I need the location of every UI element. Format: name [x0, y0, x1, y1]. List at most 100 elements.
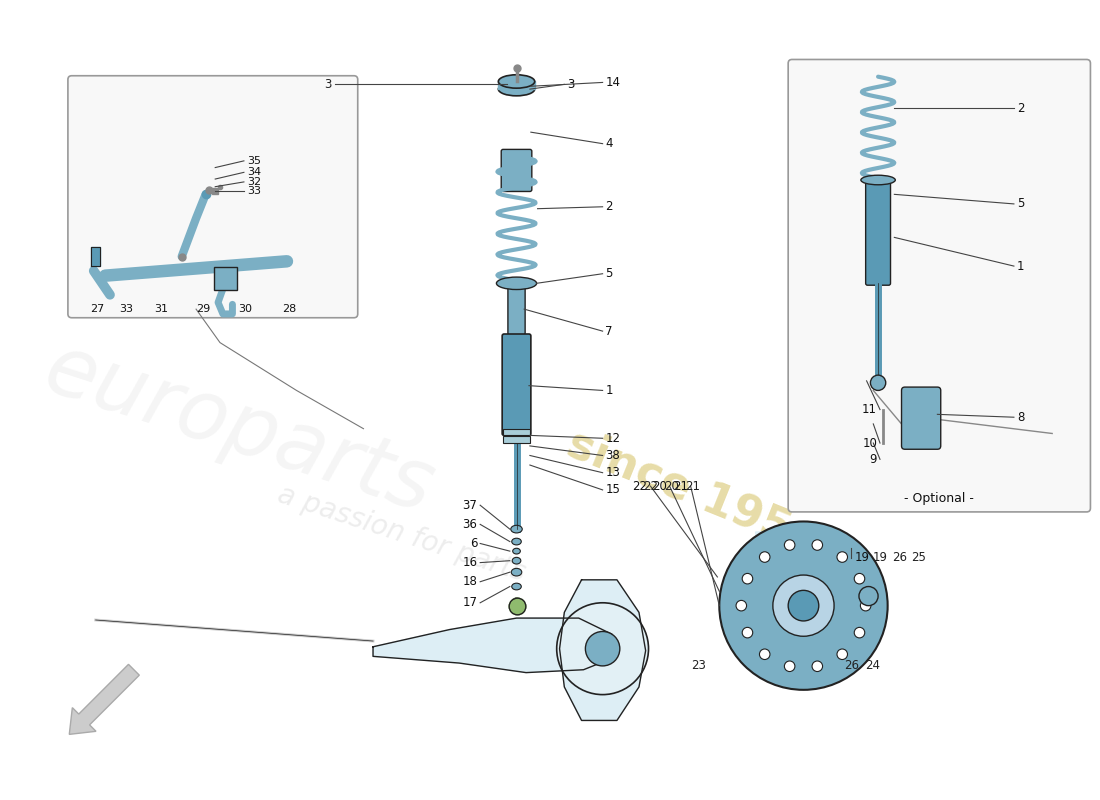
Text: 28: 28: [282, 304, 296, 314]
FancyBboxPatch shape: [503, 334, 531, 435]
Circle shape: [789, 590, 818, 621]
Text: 27: 27: [90, 304, 104, 314]
Text: 19: 19: [855, 551, 869, 564]
Circle shape: [784, 540, 795, 550]
Text: 7: 7: [605, 325, 613, 338]
Text: 2: 2: [605, 200, 613, 214]
Text: 25: 25: [912, 551, 926, 564]
Text: 22: 22: [632, 479, 648, 493]
Text: 12: 12: [605, 432, 620, 445]
FancyBboxPatch shape: [789, 59, 1090, 512]
Text: 8: 8: [1016, 410, 1024, 424]
FancyBboxPatch shape: [866, 178, 891, 286]
Text: - Optional -: - Optional -: [904, 492, 975, 505]
Circle shape: [812, 661, 823, 671]
Text: 19: 19: [872, 551, 888, 564]
FancyBboxPatch shape: [503, 436, 530, 443]
FancyArrow shape: [69, 664, 140, 734]
Text: 5: 5: [605, 267, 613, 280]
Ellipse shape: [513, 548, 520, 554]
Text: 20: 20: [664, 479, 679, 493]
Circle shape: [859, 586, 878, 606]
Text: 13: 13: [605, 466, 620, 479]
Text: since 195: since 195: [561, 422, 798, 550]
Text: 18: 18: [462, 575, 477, 588]
Text: 20: 20: [652, 479, 667, 493]
Text: 17: 17: [462, 596, 477, 610]
Text: 26: 26: [892, 551, 907, 564]
Ellipse shape: [496, 277, 537, 290]
Polygon shape: [91, 247, 100, 266]
FancyBboxPatch shape: [902, 387, 940, 450]
Text: 26: 26: [844, 659, 859, 673]
Ellipse shape: [513, 558, 520, 564]
Ellipse shape: [512, 538, 521, 545]
Text: 3: 3: [324, 78, 332, 91]
Text: 21: 21: [673, 479, 688, 493]
Text: 1: 1: [605, 384, 613, 397]
Circle shape: [736, 600, 747, 611]
Text: 6: 6: [470, 537, 477, 550]
Text: 38: 38: [605, 449, 620, 462]
Circle shape: [855, 574, 865, 584]
Text: 23: 23: [691, 659, 706, 673]
Text: 9: 9: [870, 453, 877, 466]
Text: 1: 1: [1016, 259, 1024, 273]
Text: 30: 30: [238, 304, 252, 314]
Circle shape: [557, 602, 649, 694]
Ellipse shape: [861, 175, 895, 185]
Text: 14: 14: [605, 76, 620, 89]
FancyBboxPatch shape: [68, 76, 358, 318]
Circle shape: [719, 522, 888, 690]
Ellipse shape: [512, 583, 521, 590]
FancyBboxPatch shape: [503, 429, 530, 435]
Circle shape: [759, 649, 770, 659]
Ellipse shape: [510, 526, 522, 533]
Text: 4: 4: [605, 137, 613, 150]
Text: a passion for parts: a passion for parts: [274, 481, 529, 587]
Ellipse shape: [498, 82, 535, 96]
Text: 29: 29: [196, 304, 210, 314]
Circle shape: [837, 552, 847, 562]
Circle shape: [742, 574, 752, 584]
Circle shape: [784, 661, 795, 671]
Circle shape: [759, 552, 770, 562]
Text: 34: 34: [246, 167, 261, 178]
Text: 33: 33: [119, 304, 133, 314]
Circle shape: [855, 627, 865, 638]
Polygon shape: [498, 82, 535, 89]
FancyBboxPatch shape: [502, 150, 531, 191]
Text: 15: 15: [605, 483, 620, 497]
Text: 32: 32: [246, 177, 261, 187]
Text: europarts: europarts: [34, 328, 443, 530]
Ellipse shape: [513, 598, 520, 604]
Circle shape: [870, 375, 886, 390]
Text: 24: 24: [865, 659, 880, 673]
Circle shape: [773, 575, 834, 636]
Circle shape: [860, 600, 871, 611]
Ellipse shape: [512, 568, 521, 576]
Text: 35: 35: [246, 156, 261, 166]
Circle shape: [742, 627, 752, 638]
Polygon shape: [560, 580, 646, 721]
Text: 31: 31: [154, 304, 167, 314]
Text: 10: 10: [862, 437, 877, 450]
Text: 36: 36: [462, 518, 477, 531]
Text: 3: 3: [568, 78, 574, 91]
Text: 37: 37: [462, 498, 477, 512]
Polygon shape: [729, 532, 837, 680]
Circle shape: [837, 649, 847, 659]
Text: 22: 22: [642, 479, 658, 493]
Text: 2: 2: [1016, 102, 1024, 114]
Text: 33: 33: [246, 186, 261, 197]
Text: 5: 5: [1016, 198, 1024, 210]
Text: 21: 21: [685, 479, 700, 493]
Text: 11: 11: [862, 403, 877, 416]
FancyBboxPatch shape: [214, 267, 238, 290]
Polygon shape: [373, 618, 617, 673]
Circle shape: [585, 631, 619, 666]
Text: 16: 16: [462, 556, 477, 569]
Ellipse shape: [498, 74, 535, 88]
FancyBboxPatch shape: [508, 286, 525, 335]
Circle shape: [812, 540, 823, 550]
